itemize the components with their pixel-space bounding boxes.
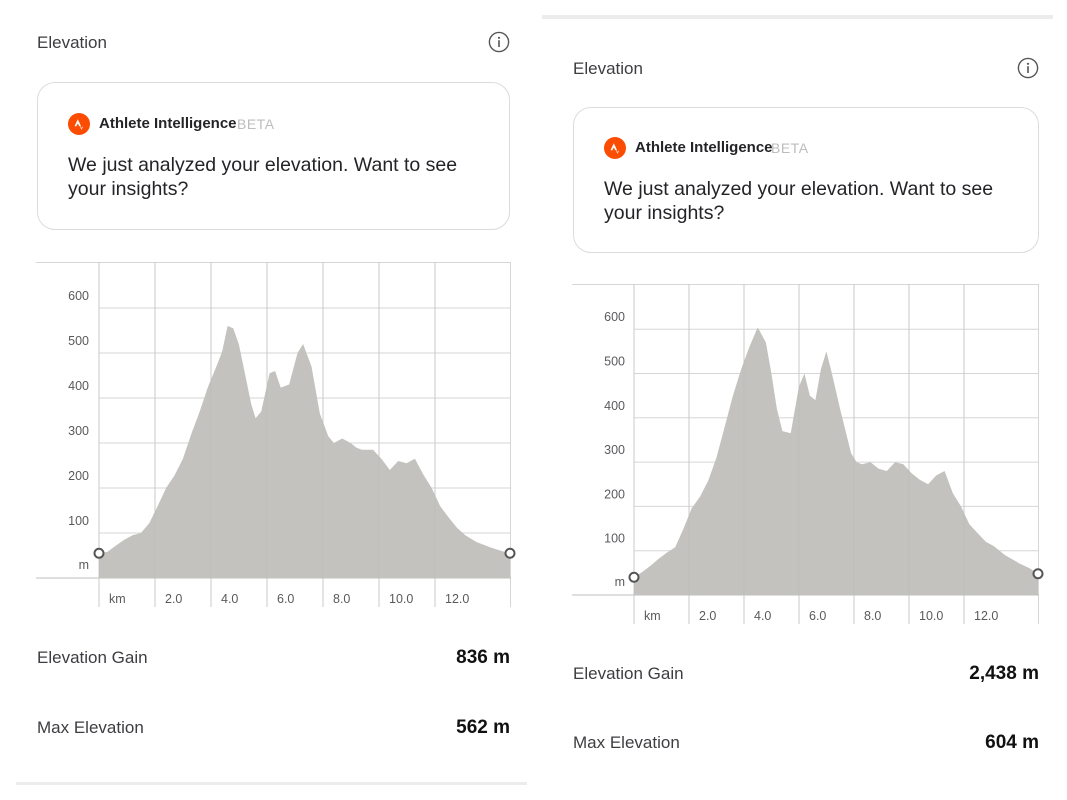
max-elevation-value: 604 m xyxy=(985,732,1039,753)
x-tick-label: 8.0 xyxy=(333,592,350,606)
y-tick-label: 600 xyxy=(604,310,625,324)
ai-brand-label: Athlete Intelligence xyxy=(635,139,773,156)
max-elevation-value: 562 m xyxy=(456,717,510,738)
info-icon[interactable] xyxy=(1017,57,1039,79)
beta-badge: BETA xyxy=(237,116,275,132)
end-marker xyxy=(504,547,516,559)
y-tick-label: 500 xyxy=(68,334,89,348)
y-tick-label: 600 xyxy=(68,289,89,303)
x-tick-label: 4.0 xyxy=(221,592,238,606)
y-tick-label: 400 xyxy=(68,379,89,393)
end-marker xyxy=(1032,568,1044,580)
elevation-area xyxy=(634,327,1038,595)
x-tick-label: km xyxy=(109,592,126,606)
x-tick-label: 6.0 xyxy=(809,609,826,623)
y-tick-label: 200 xyxy=(68,469,89,483)
strava-logo-icon xyxy=(604,137,626,159)
beta-badge: BETA xyxy=(771,140,809,156)
x-tick-label: 2.0 xyxy=(165,592,182,606)
ai-message: We just analyzed your elevation. Want to… xyxy=(68,154,458,200)
x-tick-label: 10.0 xyxy=(919,609,943,623)
ai-brand-label: Athlete Intelligence xyxy=(99,115,237,132)
y-tick-label: 300 xyxy=(68,424,89,438)
x-tick-label: 6.0 xyxy=(277,592,294,606)
elevation-gain-value: 2,438 m xyxy=(969,663,1039,684)
elevation-gain-label: Elevation Gain xyxy=(573,664,684,683)
max-elevation-label: Max Elevation xyxy=(37,718,144,737)
elevation-chart[interactable]: m 100 200 300 400 500 600 km 2.0 4.0 6.0 8.0 10.0 12.… xyxy=(572,284,1044,624)
ai-message: We just analyzed your elevation. Want to… xyxy=(604,178,994,224)
max-elevation-label: Max Elevation xyxy=(573,733,680,752)
elevation-panel-left: Elevation Athlete Intelligence BETA We j… xyxy=(0,0,533,800)
elevation-area xyxy=(99,326,510,578)
y-tick-label: 100 xyxy=(604,532,625,546)
info-icon[interactable] xyxy=(488,31,510,53)
section-title: Elevation xyxy=(573,59,643,78)
strava-logo-icon xyxy=(68,113,90,135)
y-tick-label: m xyxy=(615,575,625,589)
y-tick-label: 500 xyxy=(604,355,625,369)
start-marker xyxy=(93,547,105,559)
y-tick-label: 300 xyxy=(604,443,625,457)
bottom-divider xyxy=(16,782,527,785)
x-tick-label: 2.0 xyxy=(699,609,716,623)
top-divider xyxy=(542,15,1053,19)
x-tick-label: 10.0 xyxy=(389,592,413,606)
x-tick-label: km xyxy=(644,609,661,623)
y-tick-label: 400 xyxy=(604,399,625,413)
x-tick-label: 8.0 xyxy=(864,609,881,623)
y-tick-label: m xyxy=(79,558,89,572)
elevation-chart[interactable]: m 100 200 300 400 500 600 km 2.0 4.0 6.0 8.0 10.0 12.… xyxy=(36,262,516,607)
athlete-intelligence-card[interactable]: Athlete Intelligence BETA We just analyz… xyxy=(573,107,1039,253)
y-tick-label: 200 xyxy=(604,487,625,501)
elevation-gain-value: 836 m xyxy=(456,647,510,668)
section-title: Elevation xyxy=(37,33,107,52)
y-tick-label: 100 xyxy=(68,514,89,528)
x-tick-label: 12.0 xyxy=(974,609,998,623)
start-marker xyxy=(628,571,640,583)
elevation-panel-right: Elevation Athlete Intelligence BETA We j… xyxy=(534,0,1067,800)
x-tick-label: 4.0 xyxy=(754,609,771,623)
athlete-intelligence-card[interactable]: Athlete Intelligence BETA We just analyz… xyxy=(37,82,510,230)
x-tick-label: 12.0 xyxy=(445,592,469,606)
elevation-gain-label: Elevation Gain xyxy=(37,648,148,667)
